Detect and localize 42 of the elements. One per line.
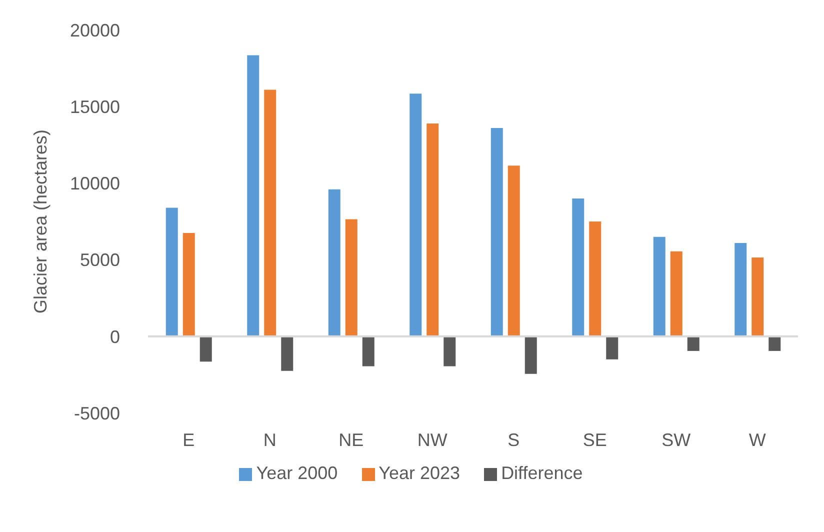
bar [182, 232, 195, 336]
legend-label: Year 2023 [378, 463, 460, 483]
y-tick-label: 20000 [70, 20, 120, 40]
legend-label: Year 2000 [256, 463, 338, 483]
x-tick-label: NE [338, 430, 364, 450]
bar [768, 336, 781, 351]
y-tick-label: -5000 [74, 403, 120, 424]
bar [410, 94, 422, 336]
bar [444, 336, 456, 366]
x-tick-label: W [748, 430, 766, 450]
bar [653, 236, 666, 336]
bar [572, 198, 584, 336]
y-tick-label: 15000 [70, 96, 120, 117]
bar [734, 242, 747, 336]
bar [426, 123, 439, 336]
bar [687, 336, 700, 351]
bar [752, 258, 764, 336]
bar [345, 219, 358, 336]
bar [281, 336, 294, 371]
x-tick-label: SW [662, 430, 691, 450]
bar [264, 90, 276, 336]
x-tick-label: N [263, 430, 276, 450]
bar [362, 336, 374, 366]
bar [200, 336, 212, 362]
y-tick-label: 0 [110, 326, 120, 347]
bar [524, 336, 537, 374]
bar [508, 166, 520, 336]
y-tick-label: 10000 [70, 174, 120, 194]
x-tick-label: S [508, 430, 520, 450]
bar [328, 189, 340, 336]
x-tick-label: SE [582, 430, 607, 450]
bar [670, 251, 682, 336]
bar [589, 222, 602, 336]
y-axis-title: Glacier area (hectares) [30, 129, 50, 314]
y-tick-label: 5000 [80, 250, 120, 270]
legend-label: Difference [501, 463, 583, 483]
bar [166, 208, 178, 336]
x-tick-label: E [182, 430, 195, 450]
bar [490, 128, 503, 336]
bar [247, 55, 260, 336]
bar [606, 336, 618, 360]
x-tick-label: NW [417, 430, 448, 450]
